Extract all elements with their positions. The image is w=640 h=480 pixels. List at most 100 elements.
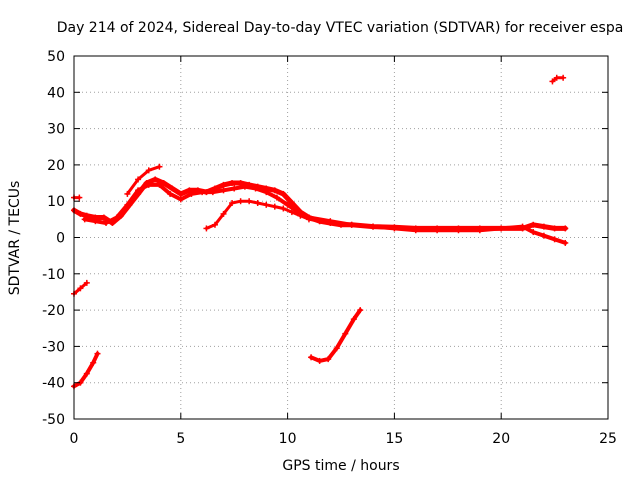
- data-point-main-band-lower: [476, 227, 483, 234]
- data-point-mid-branch: [211, 221, 218, 228]
- data-point-main-band-upper: [562, 225, 569, 232]
- data-point-main-band-lower: [241, 183, 248, 190]
- data-point-main-band-lower: [434, 227, 441, 234]
- data-point-main-band-upper: [220, 181, 227, 188]
- data-point-main-band-upper: [152, 176, 159, 183]
- data-point-mid-branch: [288, 209, 295, 216]
- data-point-main-band-lower: [220, 187, 227, 194]
- data-point-main-band-lower: [519, 223, 526, 230]
- data-point-neg-mid-arc: [325, 356, 332, 363]
- data-point-main-band-upper: [271, 187, 278, 194]
- data-point-main-band-upper: [77, 210, 84, 217]
- y-axis-label: SDTVAR / TECUs: [7, 181, 23, 296]
- data-point-top-right: [560, 74, 567, 81]
- data-point-main-band-lower: [167, 190, 174, 197]
- data-point-main-band-lower: [498, 225, 505, 232]
- data-point-mid-branch: [203, 225, 210, 232]
- series-neg-lower: [72, 351, 100, 389]
- data-point-main-band-lower: [231, 185, 238, 192]
- data-point-main-band-lower: [348, 221, 355, 228]
- data-point-mid-branch: [254, 200, 261, 207]
- data-point-main-band-lower: [103, 219, 110, 226]
- y-tick-label: 0: [56, 231, 65, 247]
- x-tick-label: 10: [279, 431, 297, 447]
- x-axis-label: GPS time / hours: [282, 458, 399, 474]
- y-tick-label: 10: [47, 194, 65, 210]
- x-tick-label: 20: [492, 431, 510, 447]
- plot-frame: [73, 55, 609, 420]
- data-point-main-band-lower: [273, 194, 280, 201]
- data-point-main-band-lower: [391, 225, 398, 232]
- data-point-main-band-upper: [540, 223, 547, 230]
- y-tick-label: 50: [47, 49, 65, 65]
- data-point-main-band-lower: [156, 181, 163, 188]
- data-point-mid-branch: [263, 201, 270, 208]
- data-point-main-band-upper: [169, 185, 176, 192]
- data-point-mid-branch: [280, 205, 287, 212]
- data-point-main-band-upper: [530, 221, 537, 228]
- x-tick-label: 0: [70, 431, 79, 447]
- data-point-main-band-upper: [160, 180, 167, 187]
- data-point-mid-branch: [220, 210, 227, 217]
- data-point-mid-branch: [271, 203, 278, 210]
- data-point-main-band-lower: [370, 223, 377, 230]
- y-tick-label: 20: [47, 158, 65, 174]
- data-point-main-band-upper: [288, 200, 295, 207]
- data-point-neg-lower: [90, 359, 97, 366]
- data-point-mid-branch: [237, 198, 244, 205]
- data-point-neg-mid-arc: [333, 345, 340, 352]
- data-point-mid-branch: [305, 216, 312, 223]
- x-tick-label: 5: [176, 431, 185, 447]
- data-point-main-band-lower: [412, 227, 419, 234]
- data-point-main-band-lower: [551, 236, 558, 243]
- data-point-neg-mid-arc: [342, 330, 349, 337]
- data-point-main-band-upper: [177, 190, 184, 197]
- data-point-neg-upper: [77, 285, 84, 292]
- data-point-upper-arc: [145, 167, 152, 174]
- data-point-neg-lower: [94, 350, 101, 357]
- data-point-main-band-lower: [252, 185, 259, 192]
- data-point-main-band-upper: [229, 180, 236, 187]
- data-point-main-band-lower: [562, 239, 569, 246]
- data-point-neg-mid-arc: [350, 316, 357, 323]
- data-point-main-band-lower: [81, 216, 88, 223]
- data-point-neg-mid-arc: [308, 354, 315, 361]
- y-tick-label: 30: [47, 122, 65, 138]
- data-point-mid-branch: [316, 218, 323, 225]
- y-tick-label: -50: [42, 412, 65, 428]
- series-layer: [71, 74, 569, 390]
- data-point-main-band-lower: [284, 201, 291, 208]
- data-point-main-band-upper: [237, 180, 244, 187]
- data-point-neg-mid-arc: [357, 307, 364, 314]
- data-point-upper-arc: [156, 163, 163, 170]
- data-point-main-band-lower: [113, 214, 120, 221]
- data-point-mid-branch: [297, 212, 304, 219]
- data-point-main-band-lower: [177, 196, 184, 203]
- data-point-upper-arc: [135, 176, 142, 183]
- series-main-band-lower: [82, 182, 568, 245]
- data-point-mid-branch: [246, 198, 253, 205]
- data-point-neg-upper: [83, 279, 90, 286]
- tick-layer: 0 5 10 15 20 25 -50 -40 -30 -20 -10 0 10 20 30 40 50: [42, 49, 617, 447]
- data-point-main-band-lower: [455, 227, 462, 234]
- data-point-main-band-upper: [100, 214, 107, 221]
- data-point-top-right: [549, 78, 556, 85]
- data-point-main-band-upper: [186, 187, 193, 194]
- data-point-neg-mid-arc: [316, 357, 323, 364]
- data-point-main-band-lower: [199, 189, 206, 196]
- data-point-top-right: [553, 74, 560, 81]
- data-point-main-band-lower: [263, 189, 270, 196]
- data-point-main-band-lower: [209, 189, 216, 196]
- y-tick-label: -20: [42, 303, 65, 319]
- data-point-main-band-lower: [135, 187, 142, 194]
- data-point-left-short: [76, 194, 83, 201]
- data-point-main-band-lower: [540, 232, 547, 239]
- series-neg-mid-arc: [309, 308, 363, 363]
- series-upper-arc: [125, 165, 161, 196]
- data-point-mid-branch: [229, 200, 236, 207]
- y-tick-label: 40: [47, 85, 65, 101]
- data-point-main-band-upper: [551, 225, 558, 232]
- data-point-main-band-lower: [530, 229, 537, 236]
